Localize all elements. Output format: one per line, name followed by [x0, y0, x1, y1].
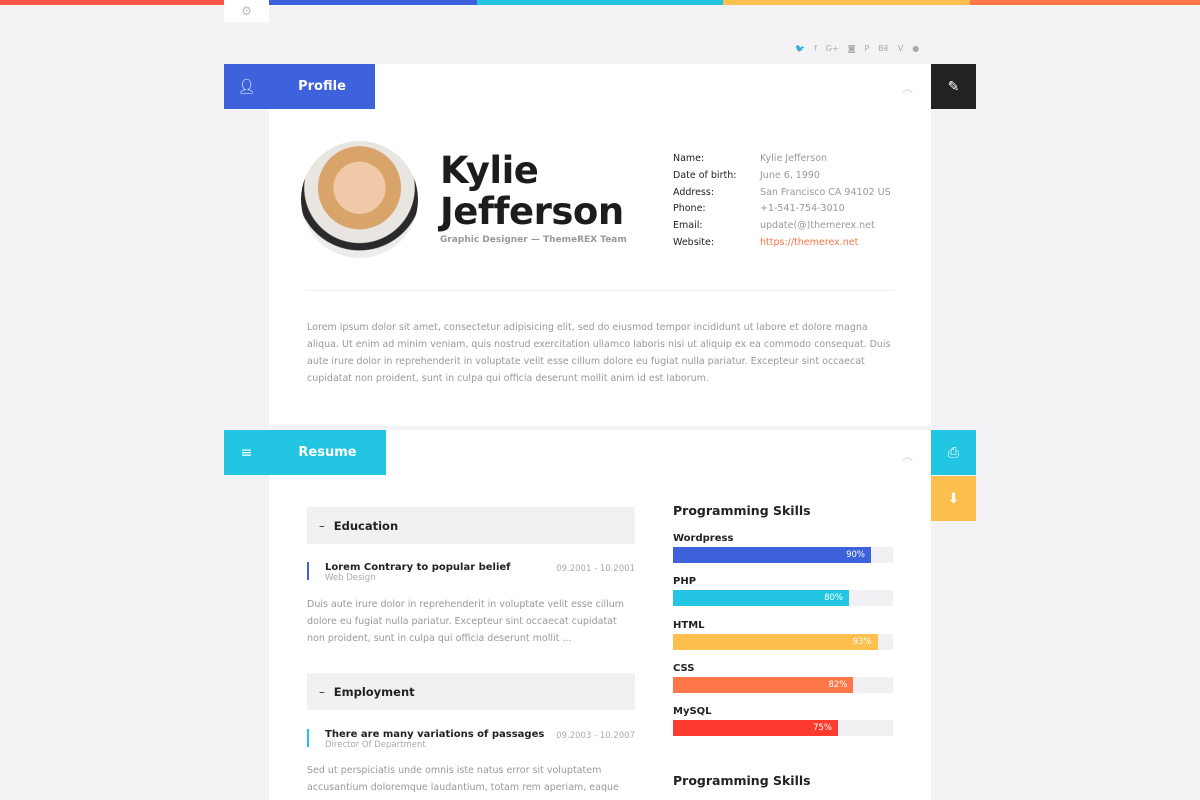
info-row: Address: San Francisco CA 94102 US [673, 185, 891, 202]
education-title: Education [333, 518, 399, 533]
vimeo-icon[interactable]: V [897, 44, 904, 53]
info-label: Address: [673, 186, 715, 198]
print-button[interactable]: ⎙ [931, 430, 976, 475]
entry-subtitle: Director Of Department [325, 740, 426, 750]
info-value: San Francisco CA 94102 US [760, 186, 891, 198]
resume-card [269, 430, 931, 800]
resume-tab[interactable]: Resume [269, 430, 386, 475]
facebook-icon[interactable]: f [813, 44, 817, 53]
info-row: Name: Kylie Jefferson [673, 151, 891, 168]
skill-wordpress: Wordpress 90% [673, 533, 893, 563]
divider [307, 290, 893, 291]
info-label: Phone: [673, 203, 706, 215]
pinterest-icon[interactable]: P [864, 44, 870, 53]
profile-tab[interactable]: Profile [269, 64, 375, 109]
color-bar-blue [269, 0, 477, 5]
entry-subtitle: Web Design [325, 573, 376, 583]
employment-accordion[interactable]: – Employment [307, 673, 635, 710]
skill-name: CSS [673, 662, 695, 674]
skills-heading: Programming Skills [673, 503, 811, 518]
info-value: update(@)themerex.net [760, 220, 875, 232]
profile-bio: Lorem ipsum dolor sit amet, consectetur … [307, 322, 891, 384]
skill-name: HTML [673, 619, 705, 631]
skill-mysql: MySQL 75% [673, 706, 893, 737]
skill-name: MySQL [673, 706, 712, 718]
printer-icon: ⎙ [947, 444, 960, 461]
info-row: Email: update(@)themerex.net [673, 218, 891, 235]
settings-toggle[interactable]: ⚙ [224, 0, 269, 22]
skill-php: PHP 80% [673, 576, 893, 607]
skill-html: HTML 93% [673, 620, 893, 650]
education-text: Duis aute irure dolor in reprehenderit i… [307, 599, 625, 644]
skill-bar-fill: 80% [673, 590, 849, 607]
profile-tab-icon[interactable]: 👤︎ [224, 64, 269, 109]
gear-icon: ⚙ [241, 4, 252, 18]
twitter-icon[interactable]: 🐦 [795, 44, 805, 53]
skill-track: 90% [673, 547, 893, 563]
dribbble-icon[interactable]: ● [912, 44, 920, 53]
entry-title: There are many variations of passages [325, 729, 545, 740]
resume-tab-icon[interactable]: ≡ [224, 430, 269, 475]
skill-bar-fill: 75% [673, 720, 838, 737]
collapse-chevron-up-icon[interactable]: ︿ [902, 450, 913, 463]
avatar [301, 141, 418, 258]
download-icon: ⬇ [947, 490, 960, 507]
instagram-icon[interactable]: ◙ [847, 44, 856, 53]
behance-icon[interactable]: Bē [878, 44, 889, 53]
skill-track: 93% [673, 633, 893, 650]
info-value: June 6, 1990 [760, 169, 820, 181]
entry-title: Lorem Contrary to popular belief [325, 562, 511, 573]
info-label: Name: [673, 153, 705, 164]
skill-bar-fill: 93% [673, 633, 878, 650]
employment-title: Employment [333, 684, 415, 699]
info-row: Website: https://themerex.net [673, 235, 891, 252]
edit-button[interactable]: ✎ [931, 64, 976, 109]
info-label: Date of birth: [673, 169, 737, 181]
employment-entry: There are many variations of passages Di… [307, 729, 635, 750]
profile-info: Name: Kylie Jefferson Date of birth: June 6… [673, 151, 891, 252]
color-bar-yellow [723, 0, 970, 5]
menu-icon: ≡ [240, 444, 253, 461]
skill-bar-fill: 82% [673, 676, 854, 693]
skills-heading-2: Programming Skills [673, 773, 811, 788]
profile-name: Kylie Jefferson [440, 150, 624, 232]
name-line-1: Kylie [440, 149, 539, 192]
skill-name: Wordpress [673, 533, 734, 544]
info-row: Phone: +1-541-754-3010 [673, 201, 891, 218]
google-plus-icon[interactable]: G+ [825, 44, 839, 53]
skill-track: 75% [673, 720, 893, 737]
color-bar-orange [970, 0, 1200, 5]
skill-bar-fill: 90% [673, 547, 871, 563]
skill-track: 82% [673, 676, 893, 693]
skill-track: 80% [673, 590, 893, 607]
info-value[interactable]: https://themerex.net [760, 236, 859, 248]
download-button[interactable]: ⬇ [931, 476, 976, 521]
skill-name: PHP [673, 576, 697, 588]
info-label: Website: [673, 236, 715, 248]
user-icon: 👤︎ [237, 78, 256, 95]
profile-subtitle: Graphic Designer — ThemeREX Team [440, 235, 627, 245]
info-value: Kylie Jefferson [760, 153, 828, 164]
education-entry: Lorem Contrary to popular belief Web Des… [307, 562, 635, 583]
info-value: +1-541-754-3010 [760, 203, 845, 215]
color-bar-red [0, 0, 224, 5]
name-line-2: Jefferson [440, 190, 624, 233]
skill-css: CSS 82% [673, 663, 893, 693]
entry-dates: 09.2003 - 10.2007 [556, 731, 635, 741]
collapse-chevron-up-icon[interactable]: ︿ [902, 82, 913, 95]
color-bar-cyan [477, 0, 723, 5]
education-accordion[interactable]: – Education [307, 507, 635, 544]
social-links: 🐦 f G+ ◙ P Bē V ● [795, 44, 919, 53]
info-label: Email: [673, 220, 703, 232]
info-row: Date of birth: June 6, 1990 [673, 168, 891, 185]
employment-text: Sed ut perspiciatis unde omnis iste natu… [307, 765, 619, 793]
pencil-icon: ✎ [947, 78, 960, 95]
entry-dates: 09.2001 - 10.2001 [556, 564, 635, 574]
